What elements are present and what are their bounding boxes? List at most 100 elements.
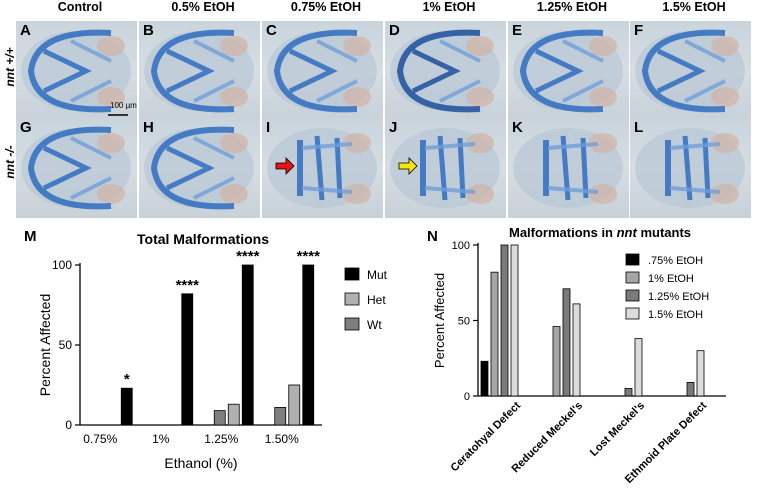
- bar-1-etoh: [490, 271, 499, 397]
- figure-letter-n: N: [427, 228, 438, 245]
- cartilage-stain-drawing: [144, 29, 254, 113]
- cartilage-stain-drawing: [21, 126, 131, 210]
- cartilage-stain-drawing: [21, 29, 131, 116]
- panel-k: K: [508, 118, 629, 218]
- legend-swatch: [344, 292, 360, 306]
- bar-het: [288, 384, 301, 426]
- panel-label: G: [20, 119, 32, 136]
- x-axis-label: Ethanol (%): [164, 455, 237, 471]
- panel-c: C: [262, 21, 383, 121]
- legend-swatch: [625, 271, 640, 284]
- y-axis-label: Percent Affected: [37, 294, 53, 396]
- legend-label: 1.5% EtOH: [648, 309, 703, 321]
- panel-h: H: [139, 118, 260, 218]
- bar-mut: [302, 264, 315, 426]
- bar-1-5-etoh: [634, 338, 643, 397]
- column-header-0.5-etoh: 0.5% EtOH: [171, 0, 235, 14]
- column-header-1-etoh: 1% EtOH: [422, 0, 476, 14]
- bar-1-etoh: [552, 326, 561, 397]
- significance-label: *: [124, 371, 130, 388]
- legend-swatch: [625, 289, 640, 302]
- defect-arrow-icon: [398, 157, 418, 175]
- y-axis-label: Percent Affected: [432, 273, 447, 368]
- figure-letter-m: M: [24, 228, 37, 245]
- cartilage-stain-drawing: [144, 126, 254, 210]
- legend-swatch: [344, 267, 360, 281]
- bar-het: [227, 403, 240, 426]
- panel-d: D: [385, 21, 506, 121]
- bar-1-25-etoh: [562, 288, 571, 397]
- panel-label: I: [266, 119, 271, 136]
- panel-label: D: [389, 22, 400, 39]
- x-tick-label: 1.25%: [204, 432, 238, 446]
- y-tick-label: 100: [452, 240, 470, 252]
- bar-mut: [181, 293, 194, 426]
- panel-label: E: [512, 22, 523, 39]
- legend-label: Wt: [367, 318, 382, 332]
- cartilage-stain-drawing: [390, 29, 500, 113]
- cartilage-stain-drawing: [267, 29, 377, 113]
- bar-1-5-etoh: [696, 350, 705, 397]
- y-tick-label: 0: [464, 391, 470, 403]
- legend-swatch: [625, 307, 640, 320]
- legend-label: 1% EtOH: [648, 273, 694, 285]
- x-tick-label: Reduced Meckel's: [510, 400, 586, 476]
- cartilage-stain-drawing: [513, 29, 623, 113]
- legend-swatch: [344, 317, 360, 331]
- panel-label: F: [634, 22, 644, 39]
- panel-label: L: [634, 119, 644, 136]
- cartilage-stain-drawing: [635, 29, 745, 113]
- legend-label: Mut: [367, 268, 388, 282]
- scale-bar-label: 100 µm: [110, 101, 137, 110]
- bar-1-25-etoh: [686, 382, 695, 397]
- y-tick-label: 50: [59, 338, 73, 352]
- bar-1-5-etoh: [510, 244, 519, 397]
- panel-i: I: [262, 118, 383, 218]
- cartilage-stain-drawing: [635, 128, 745, 208]
- panel-a: A: [16, 21, 137, 121]
- panel-e: E: [508, 21, 629, 121]
- bar-wt: [213, 410, 226, 426]
- significance-label: ****: [297, 248, 321, 265]
- panel-label: C: [266, 22, 277, 39]
- chart-title: Total Malformations: [137, 231, 269, 247]
- x-tick-label: 0.75%: [83, 432, 117, 446]
- row-label-wildtype: nnt +/+: [3, 47, 17, 87]
- legend-swatch: [625, 253, 640, 266]
- y-tick-label: 50: [458, 316, 470, 328]
- y-tick-label: 100: [52, 258, 72, 272]
- bar--75-etoh: [480, 360, 489, 397]
- panel-label: H: [143, 119, 154, 136]
- legend-label: 1.25% EtOH: [648, 291, 709, 303]
- panel-label: K: [512, 119, 523, 136]
- bar-mut: [241, 264, 254, 426]
- x-tick-label: 1%: [152, 432, 170, 446]
- bar-wt: [274, 406, 287, 426]
- panel-l: L: [630, 118, 751, 218]
- row-label-mutant: nnt -/-: [3, 145, 17, 179]
- bar-1-5-etoh: [572, 303, 581, 397]
- panel-j: J: [385, 118, 506, 218]
- legend-label: Het: [367, 293, 386, 307]
- panel-b: B: [139, 21, 260, 121]
- column-header-0.75-etoh: 0.75% EtOH: [290, 0, 362, 14]
- cartilage-stain-drawing: [513, 128, 623, 208]
- x-tick-label: 1.50%: [265, 432, 299, 446]
- bar-1-25-etoh: [500, 244, 509, 397]
- nnt-mutant-malformations-chart: Malformations in nnt mutants 0 50 100 Percen…: [432, 228, 726, 486]
- column-header-1.5-etoh: 1.5% EtOH: [662, 0, 726, 14]
- total-malformations-chart: Total Malformations 0 50 100 Percent Affecte…: [37, 231, 388, 471]
- column-header-control: Control: [57, 0, 103, 14]
- y-tick-label: 0: [65, 418, 72, 432]
- cartilage-stain-drawing: [267, 128, 377, 208]
- panel-label: J: [389, 119, 398, 136]
- cartilage-stain-drawing: [390, 128, 500, 208]
- panel-label: A: [20, 22, 31, 39]
- panel-label: B: [143, 22, 154, 39]
- defect-arrow-icon: [275, 157, 295, 175]
- panel-g: G: [16, 118, 137, 218]
- legend-label: .75% EtOH: [648, 255, 703, 267]
- chart-title: Malformations in nnt mutants: [509, 228, 691, 240]
- bar-mut: [120, 387, 133, 426]
- x-tick-label: Lost Meckel's: [588, 400, 647, 459]
